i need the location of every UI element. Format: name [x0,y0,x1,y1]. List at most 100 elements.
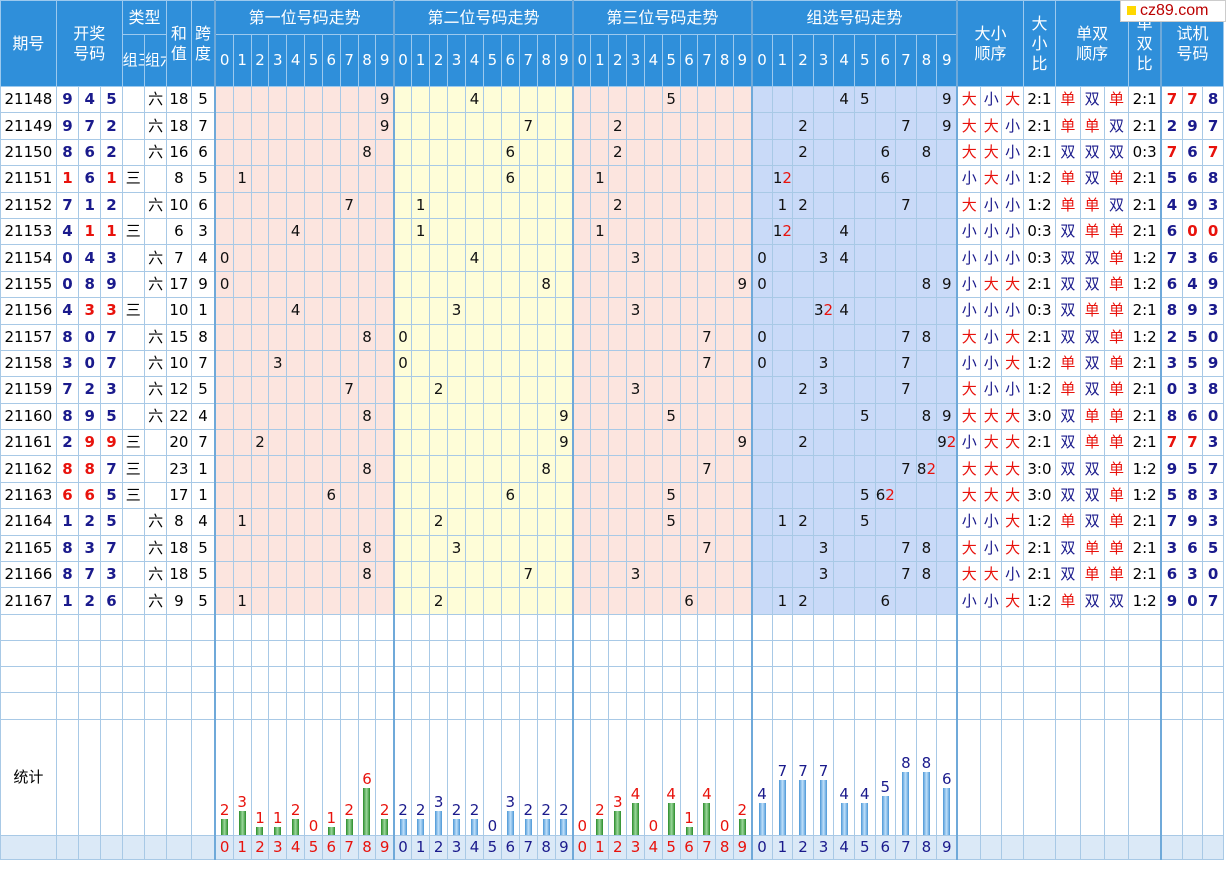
trend-cell [339,349,359,378]
trend-cell [661,534,681,563]
trend-cell [608,429,628,457]
span-cell: 1 [190,297,216,325]
trend-cell [447,270,466,299]
trend-cell: 2 [608,191,628,219]
span-cell: 1 [190,481,216,510]
type-g6-cell: 六 [143,112,168,140]
trend-cell: 7 [697,323,717,351]
empty-cell [812,666,835,694]
trend-cell [339,402,359,431]
trend-cell [643,244,663,272]
group-cell [936,165,958,193]
group-cell [915,112,938,140]
axis-empty [1022,834,1057,860]
trend-cell [447,85,466,114]
trend-cell [392,85,413,114]
trend-cell [232,429,252,457]
trend-cell [715,402,735,431]
trend-cell [643,455,663,483]
trend-cell [715,349,735,378]
empty-cell [339,639,359,668]
trend-cell [608,165,628,193]
bs-order-cell: 小 [956,587,982,615]
stats-bar-cell: 4 [697,718,717,836]
stats-value: 2 [451,800,462,819]
type-g3-cell [121,349,145,378]
trend-cell [554,244,574,272]
trend-cell [661,455,681,483]
stats-empty [78,718,102,836]
group-cell: 3232 [812,297,835,325]
trend-cell [304,455,323,483]
trend-cell [214,508,234,536]
empty-cell [980,666,1003,694]
trend-cell [375,217,395,246]
group-cell [895,85,917,114]
trend-cell [411,138,431,167]
empty-cell [895,666,917,694]
stats-bar-cell: 3 [608,718,628,836]
period-cell: 21162 [0,455,57,483]
empty-cell [1103,666,1130,694]
empty-cell [1022,692,1057,720]
trend-cell [500,587,520,615]
stats-bar-cell: 2 [518,718,538,836]
group-cell [750,297,773,325]
bs-order-cell: 小 [956,165,982,193]
bs-order-cell: 小 [956,217,982,246]
type-g3-cell [121,191,145,219]
trial-digit: 0 [1202,402,1224,431]
trend-cell: 7 [697,534,717,563]
stats-bar-cell: 3 [232,718,252,836]
trend-cell [321,297,341,325]
trend-cell [268,587,288,615]
type-g6-cell: 六 [143,508,168,536]
group-cell [895,244,917,272]
oe-order-cell: 双 [1055,138,1081,167]
header-digit: 0 [392,34,413,87]
oe-order-cell: 单 [1055,112,1081,140]
group-cell [771,297,794,325]
trend-cell [357,191,377,219]
trend-cell [375,165,395,193]
group-cell [915,587,938,615]
period-cell: 21153 [0,217,57,246]
type-g3-cell [121,534,145,563]
axis-digit: 6 [500,834,520,860]
empty-cell [411,692,431,720]
type-g6-cell: 六 [143,323,168,351]
trend-cell [268,376,288,404]
site-logo[interactable]: cz89.com [1120,0,1226,22]
trend-cell [715,191,735,219]
group-cell [792,244,814,272]
trend-cell [697,481,717,510]
empty-cell [956,613,982,642]
trend-cell [214,349,234,378]
group-cell: 1 [771,508,794,536]
stats-bar-cell: 5 [874,718,897,836]
trend-cell [626,217,645,246]
group-cell [853,112,876,140]
trend-cell [268,138,288,167]
trend-cell [214,534,234,563]
trend-cell [357,508,377,536]
trend-cell [268,561,288,589]
stats-bar-cell: 2 [339,718,359,836]
trial-digit: 2 [1160,112,1183,140]
empty-cell [214,639,234,668]
group-cell: 3 [812,244,835,272]
trend-cell [447,112,466,140]
trend-cell [500,561,520,589]
trend-cell [500,297,520,325]
trend-cell: 9 [375,112,395,140]
group-cell [853,561,876,589]
trend-cell [626,587,645,615]
bs-order-cell: 小 [1001,191,1024,219]
trend-cell [536,429,556,457]
trial-digit: 7 [1181,429,1204,457]
empty-cell [608,692,628,720]
stats-value: 2 [541,800,551,819]
axis-digit: 1 [411,834,431,860]
span-cell: 6 [190,191,216,219]
